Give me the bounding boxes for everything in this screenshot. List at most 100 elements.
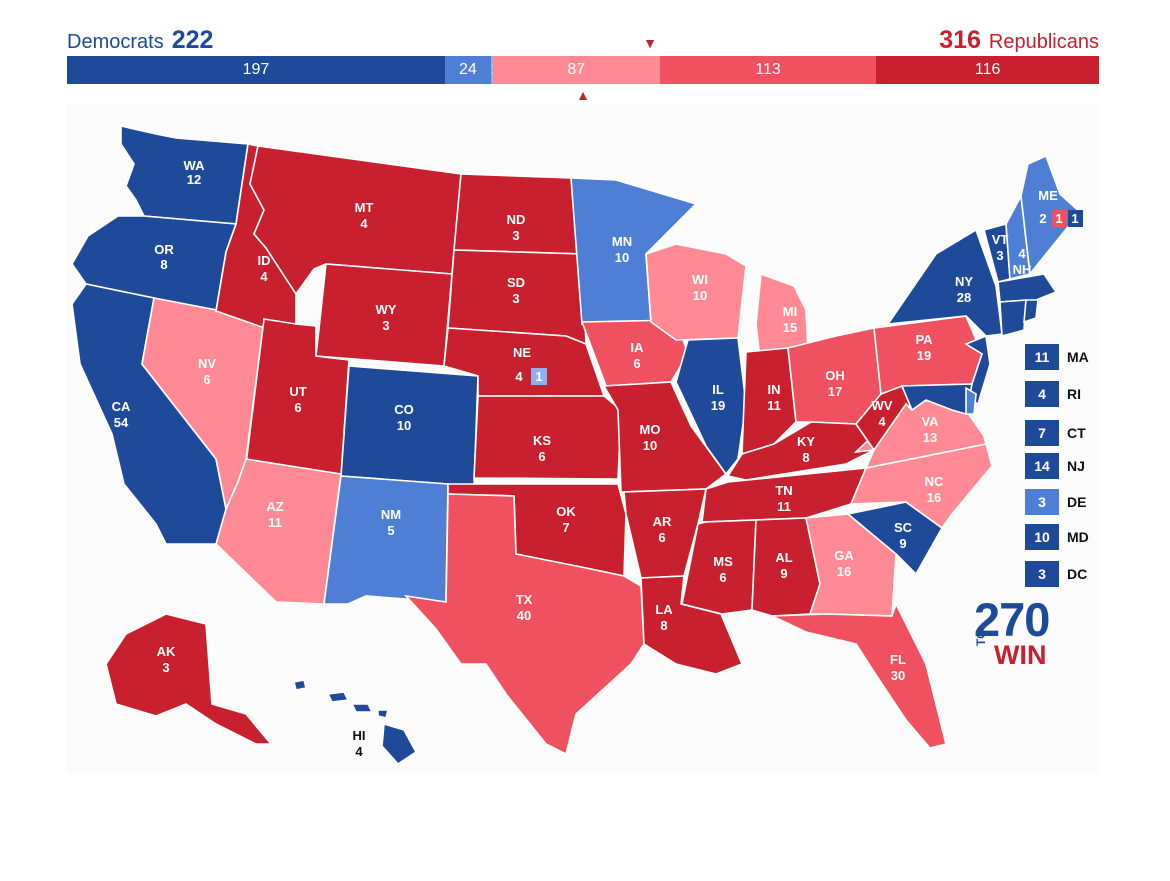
label-pa-votes: 19 — [917, 348, 931, 363]
label-al-abbr: AL — [775, 550, 792, 565]
label-wa-abbr: WA — [184, 158, 206, 173]
label-mt-votes: 4 — [360, 216, 368, 231]
us-map-svg: WA 12 OR 8 CA 54 NV 6 ID 4 MT 4 WY 3 UT … — [71, 124, 1083, 766]
bar-segment: 24 — [444, 56, 491, 84]
small-state-box: 4 — [1025, 381, 1059, 407]
label-il-votes: 19 — [711, 398, 725, 413]
label-vt-abbr: VT — [992, 232, 1009, 247]
label-ks-votes: 6 — [538, 449, 545, 464]
state-wi[interactable] — [645, 243, 747, 341]
republicans-total: 316 Republicans — [939, 26, 1099, 55]
label-il-abbr: IL — [712, 382, 724, 397]
label-id-abbr: ID — [258, 253, 271, 268]
state-ct[interactable] — [999, 299, 1027, 338]
state-ma[interactable] — [997, 273, 1058, 303]
democrats-total: Democrats 222 — [67, 26, 213, 55]
label-wi-votes: 10 — [693, 288, 707, 303]
small-state-box: 3 — [1025, 489, 1059, 515]
state-tx[interactable] — [403, 493, 645, 756]
state-fl[interactable] — [771, 601, 947, 749]
results-header: Democrats 222 316 Republicans ▼ — [67, 26, 1099, 56]
small-state-nj[interactable]: 14 NJ — [1025, 453, 1115, 479]
label-ne-abbr: NE — [513, 345, 531, 360]
270-marker-top-icon: ▼ — [643, 35, 657, 51]
label-pa-abbr: PA — [915, 332, 933, 347]
state-in[interactable] — [741, 347, 797, 456]
label-ms-abbr: MS — [713, 554, 733, 569]
state-il[interactable] — [675, 337, 747, 476]
label-fl-votes: 30 — [891, 668, 905, 683]
bar-segment: 116 — [876, 56, 1099, 84]
me-rep-district-votes: 1 — [1055, 211, 1062, 226]
democrats-label: Democrats — [67, 31, 164, 53]
label-mi-abbr: MI — [783, 304, 797, 319]
label-sc-abbr: SC — [894, 520, 913, 535]
small-state-box: 3 — [1025, 561, 1059, 587]
label-la-abbr: LA — [655, 602, 673, 617]
state-hi[interactable] — [293, 679, 418, 766]
label-ut-abbr: UT — [289, 384, 306, 399]
state-nm[interactable] — [323, 475, 449, 605]
state-mo[interactable] — [602, 381, 728, 493]
label-oh-abbr: OH — [825, 368, 845, 383]
label-hi-votes: 4 — [355, 744, 363, 759]
label-vt-votes: 3 — [996, 248, 1003, 263]
270towin-logo[interactable]: 270 TO WIN — [974, 596, 1064, 676]
me-rep-district-box — [1052, 210, 1067, 227]
small-state-abbr: RI — [1067, 386, 1081, 402]
small-state-de[interactable]: 3 DE — [1025, 489, 1115, 515]
state-de[interactable] — [965, 386, 977, 415]
small-state-ct[interactable]: 7 CT — [1025, 420, 1115, 446]
small-state-ma[interactable]: 11 MA — [1025, 344, 1115, 370]
small-state-abbr: MD — [1067, 529, 1089, 545]
label-nc-votes: 16 — [927, 490, 941, 505]
label-ky-abbr: KY — [797, 434, 815, 449]
label-id-votes: 4 — [260, 269, 268, 284]
label-ak-votes: 3 — [162, 660, 169, 675]
label-fl-abbr: FL — [890, 652, 906, 667]
label-nd-abbr: ND — [507, 212, 526, 227]
label-nc-abbr: NC — [925, 474, 944, 489]
logo-number: 270 — [974, 593, 1050, 646]
label-mi-votes: 15 — [783, 320, 797, 335]
label-ga-abbr: GA — [834, 548, 854, 563]
label-ok-abbr: OK — [556, 504, 576, 519]
state-me[interactable] — [1020, 154, 1082, 276]
state-sc[interactable] — [846, 501, 944, 576]
state-ri[interactable] — [1023, 299, 1039, 324]
state-la[interactable] — [640, 575, 744, 675]
small-state-box: 14 — [1025, 453, 1059, 479]
small-state-abbr: DC — [1067, 566, 1088, 582]
label-tn-votes: 11 — [777, 499, 791, 514]
small-state-md[interactable]: 10 MD — [1025, 524, 1115, 550]
small-state-dc[interactable]: 3 DC — [1025, 561, 1115, 587]
label-nh-abbr: NH — [1013, 262, 1032, 277]
republicans-count: 316 — [939, 26, 981, 54]
label-az-abbr: AZ — [266, 499, 283, 514]
label-ny-abbr: NY — [955, 274, 973, 289]
label-hi-abbr: HI — [353, 728, 366, 743]
state-wa[interactable] — [120, 124, 249, 225]
label-va-votes: 13 — [923, 430, 937, 445]
label-ms-votes: 6 — [719, 570, 726, 585]
state-ak[interactable] — [105, 613, 273, 745]
state-md[interactable] — [900, 383, 973, 416]
label-wy-abbr: WY — [376, 302, 397, 317]
label-mo-votes: 10 — [643, 438, 657, 453]
republicans-label: Republicans — [988, 31, 1099, 53]
bar-segment: 87 — [492, 56, 660, 84]
label-co-votes: 10 — [397, 418, 411, 433]
label-ca-abbr: CA — [112, 399, 131, 414]
bar-segment: 113 — [659, 56, 877, 84]
label-in-votes: 11 — [767, 398, 781, 413]
small-state-ri[interactable]: 4 RI — [1025, 381, 1115, 407]
label-nd-votes: 3 — [512, 228, 519, 243]
270-marker-bottom-icon: ▲ — [576, 87, 590, 103]
small-state-box: 7 — [1025, 420, 1059, 446]
label-ca-votes: 54 — [114, 415, 129, 430]
label-ny-votes: 28 — [957, 290, 971, 305]
label-me-votes: 2 — [1039, 211, 1046, 226]
state-ny[interactable] — [886, 228, 1003, 337]
small-state-abbr: CT — [1067, 425, 1086, 441]
label-nv-votes: 6 — [203, 372, 210, 387]
